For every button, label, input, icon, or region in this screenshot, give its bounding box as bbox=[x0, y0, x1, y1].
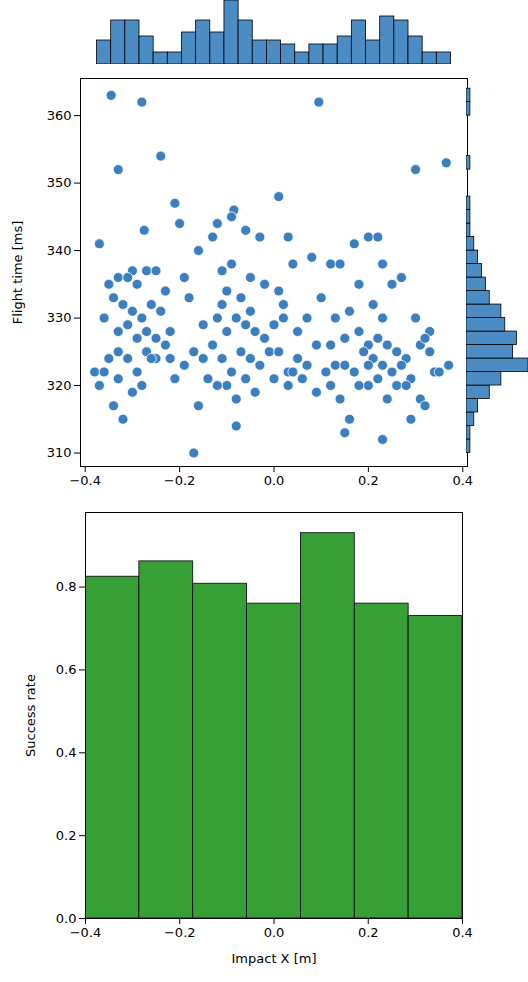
svg-text:360: 360 bbox=[47, 108, 72, 123]
svg-text:0.2: 0.2 bbox=[358, 473, 379, 488]
svg-text:0.2: 0.2 bbox=[56, 828, 77, 843]
svg-text:340: 340 bbox=[47, 243, 72, 258]
svg-text:Flight time [ms]: Flight time [ms] bbox=[10, 221, 25, 325]
svg-text:−0.4: −0.4 bbox=[70, 925, 102, 940]
svg-text:0.4: 0.4 bbox=[56, 745, 77, 760]
svg-text:−0.2: −0.2 bbox=[164, 473, 196, 488]
svg-text:310: 310 bbox=[47, 445, 72, 460]
svg-text:0.6: 0.6 bbox=[56, 662, 77, 677]
svg-text:0.4: 0.4 bbox=[452, 925, 473, 940]
svg-text:0.8: 0.8 bbox=[56, 579, 77, 594]
svg-text:330: 330 bbox=[47, 310, 72, 325]
svg-text:Impact X [m]: Impact X [m] bbox=[232, 951, 317, 966]
svg-text:−0.2: −0.2 bbox=[164, 925, 196, 940]
svg-text:Success rate: Success rate bbox=[23, 674, 38, 757]
svg-text:0.2: 0.2 bbox=[358, 925, 379, 940]
svg-text:320: 320 bbox=[47, 378, 72, 393]
svg-text:0.0: 0.0 bbox=[264, 473, 285, 488]
svg-text:0.0: 0.0 bbox=[264, 925, 285, 940]
svg-text:0.4: 0.4 bbox=[452, 473, 473, 488]
svg-text:0.0: 0.0 bbox=[56, 911, 77, 926]
svg-text:350: 350 bbox=[47, 175, 72, 190]
svg-text:−0.4: −0.4 bbox=[69, 473, 101, 488]
